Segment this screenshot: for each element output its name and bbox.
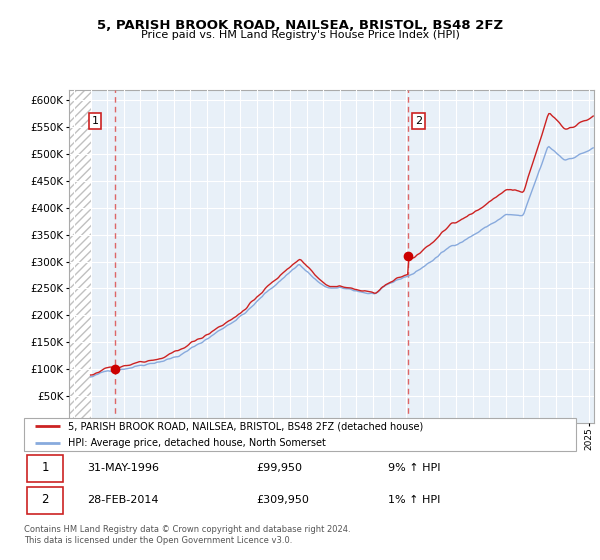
Text: 1: 1 — [41, 461, 49, 474]
Text: 2: 2 — [415, 116, 422, 126]
FancyBboxPatch shape — [27, 487, 62, 514]
Text: 5, PARISH BROOK ROAD, NAILSEA, BRISTOL, BS48 2FZ: 5, PARISH BROOK ROAD, NAILSEA, BRISTOL, … — [97, 19, 503, 32]
Text: 1: 1 — [91, 116, 98, 126]
Text: 2: 2 — [41, 493, 49, 506]
Text: 28-FEB-2014: 28-FEB-2014 — [88, 495, 159, 505]
Text: 5, PARISH BROOK ROAD, NAILSEA, BRISTOL, BS48 2FZ (detached house): 5, PARISH BROOK ROAD, NAILSEA, BRISTOL, … — [68, 422, 424, 431]
Text: Contains HM Land Registry data © Crown copyright and database right 2024.
This d: Contains HM Land Registry data © Crown c… — [24, 525, 350, 545]
Text: 1% ↑ HPI: 1% ↑ HPI — [388, 495, 440, 505]
FancyBboxPatch shape — [24, 418, 576, 451]
Text: 9% ↑ HPI: 9% ↑ HPI — [388, 463, 441, 473]
Text: HPI: Average price, detached house, North Somerset: HPI: Average price, detached house, Nort… — [68, 438, 326, 447]
Text: £309,950: £309,950 — [256, 495, 309, 505]
Text: 31-MAY-1996: 31-MAY-1996 — [88, 463, 160, 473]
Text: Price paid vs. HM Land Registry's House Price Index (HPI): Price paid vs. HM Land Registry's House … — [140, 30, 460, 40]
Text: £99,950: £99,950 — [256, 463, 302, 473]
FancyBboxPatch shape — [27, 455, 62, 482]
